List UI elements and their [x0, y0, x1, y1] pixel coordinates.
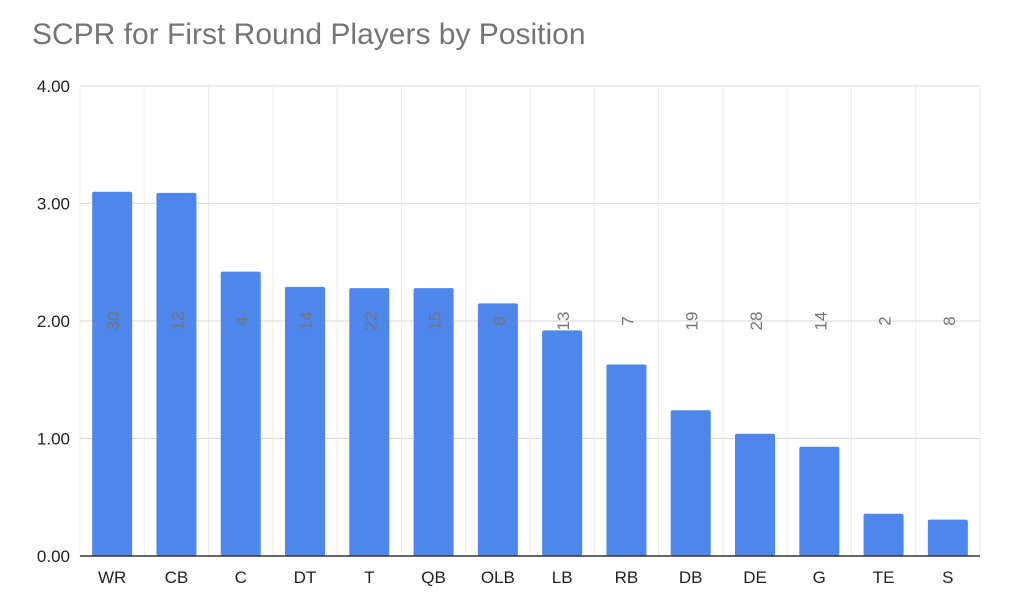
bar-rb — [606, 364, 647, 556]
data-label: 14 — [811, 312, 830, 331]
x-tick-label: T — [364, 568, 374, 587]
bar-cb — [156, 192, 197, 557]
x-tick-label: QB — [421, 568, 446, 587]
x-tick-label: DT — [294, 568, 317, 587]
bar-wr — [92, 191, 133, 556]
x-tick-label: DE — [743, 568, 767, 587]
y-tick-label: 4.00 — [37, 77, 70, 96]
bar-te — [863, 513, 904, 556]
x-tick-label: C — [235, 568, 247, 587]
data-label: 28 — [747, 312, 766, 331]
data-label: 15 — [426, 312, 445, 331]
bar-lb — [542, 330, 583, 556]
data-label: 12 — [168, 312, 187, 331]
y-tick-label: 0.00 — [37, 547, 70, 566]
x-tick-label: WR — [98, 568, 126, 587]
data-label: 13 — [554, 312, 573, 331]
data-label: 8 — [940, 316, 959, 325]
bar-qb — [413, 288, 454, 556]
bar-db — [670, 410, 711, 556]
data-label: 8 — [490, 316, 509, 325]
x-tick-label: G — [813, 568, 826, 587]
y-tick-label: 3.00 — [37, 195, 70, 214]
data-label: 30 — [104, 312, 123, 331]
chart-title: SCPR for First Round Players by Position — [32, 18, 586, 51]
x-tick-label: TE — [873, 568, 895, 587]
x-tick-label: OLB — [481, 568, 515, 587]
data-label: 14 — [297, 312, 316, 331]
bar-de — [735, 433, 775, 556]
bar-olb — [477, 303, 518, 556]
bar-dt — [285, 286, 325, 556]
x-tick-label: LB — [552, 568, 573, 587]
data-label: 4 — [233, 316, 252, 325]
bar-t — [349, 288, 390, 556]
x-tick-label: CB — [165, 568, 189, 587]
y-tick-label: 2.00 — [37, 312, 70, 331]
x-tick-label: RB — [615, 568, 639, 587]
data-label: 7 — [618, 316, 637, 325]
bar-s — [927, 519, 968, 556]
data-label: 22 — [361, 312, 380, 331]
bar-c — [220, 271, 261, 556]
bar-g — [799, 446, 840, 556]
x-tick-label: S — [942, 568, 953, 587]
data-label: 2 — [876, 316, 895, 325]
x-tick-label: DB — [679, 568, 703, 587]
data-label: 19 — [683, 312, 702, 331]
y-tick-label: 1.00 — [37, 430, 70, 449]
